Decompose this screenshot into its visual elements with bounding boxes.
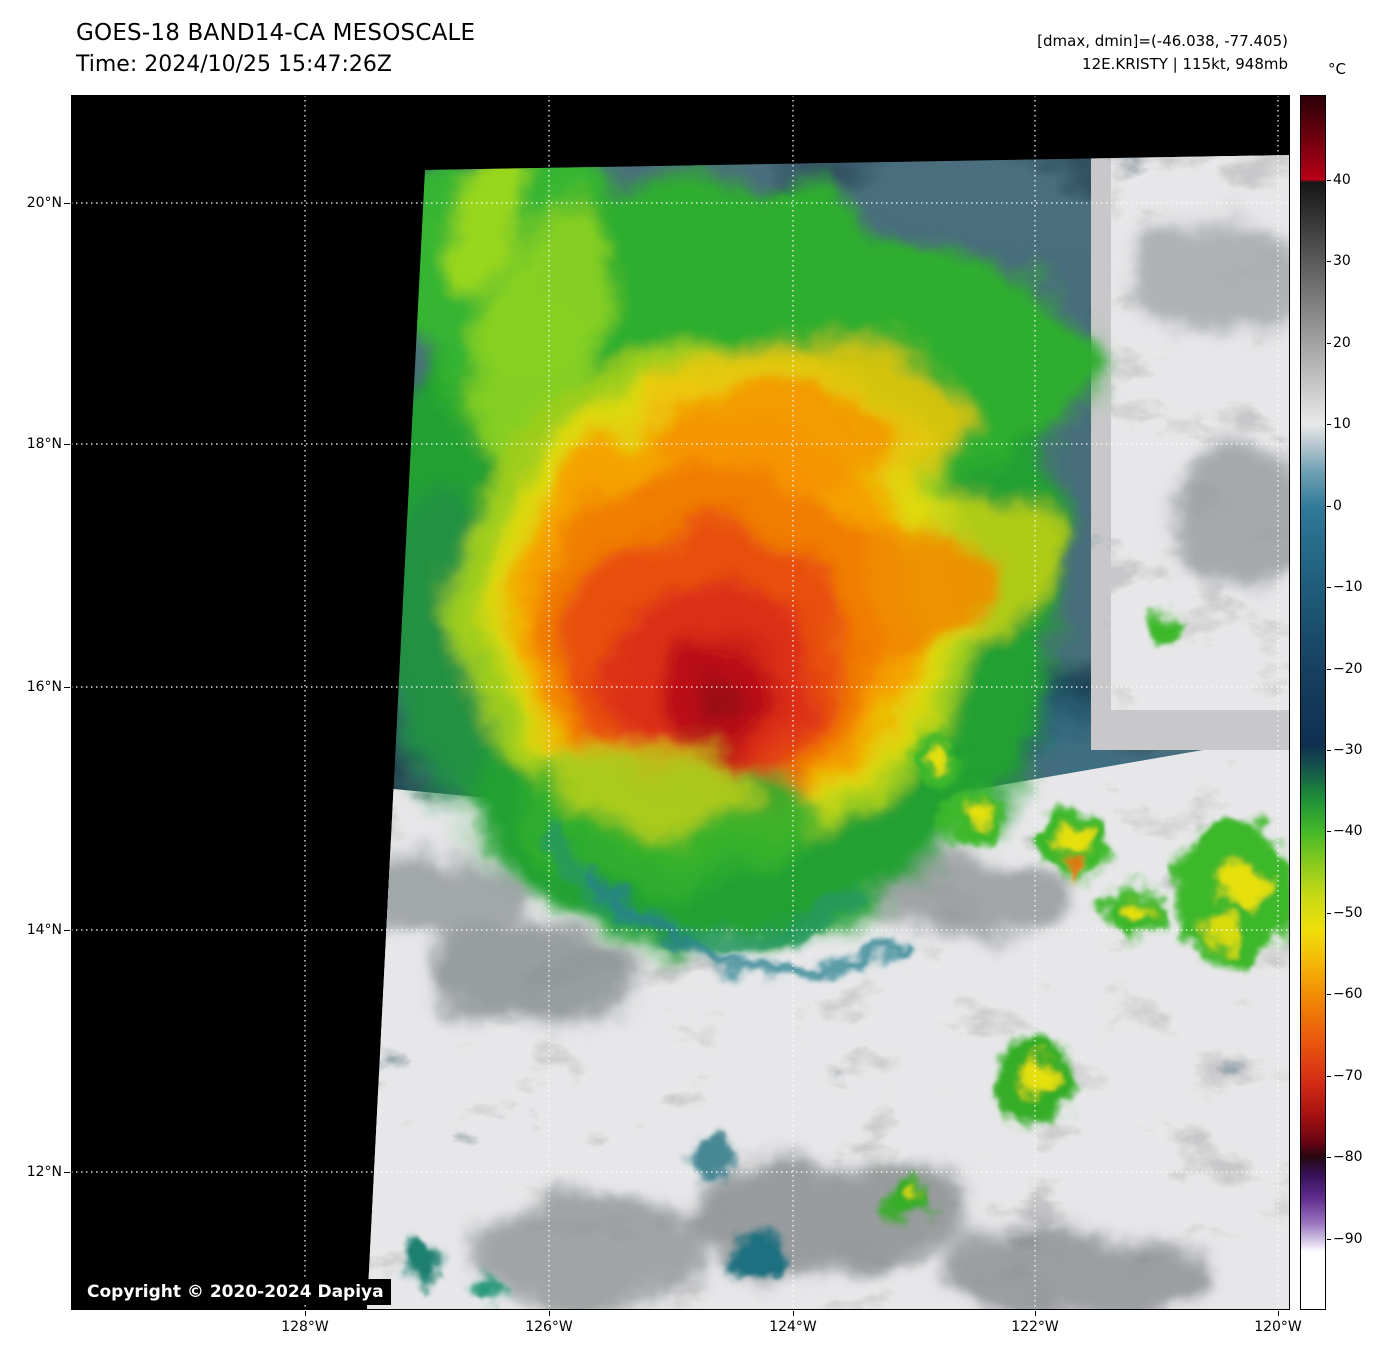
y-axis-label: 12°N bbox=[26, 1164, 62, 1180]
colorbar-tick-label: −30 bbox=[1333, 742, 1363, 758]
x-axis-label: 126°W bbox=[525, 1319, 573, 1335]
timestamp: Time: 2024/10/25 15:47:26Z bbox=[76, 52, 392, 77]
x-axis-label: 128°W bbox=[281, 1319, 329, 1335]
y-tick bbox=[64, 930, 70, 931]
header-info: [dmax, dmin]=(-46.038, -77.405) 12E.KRIS… bbox=[1037, 30, 1288, 76]
temperature-colorbar bbox=[1300, 95, 1326, 1310]
colorbar-tick bbox=[1327, 587, 1331, 588]
x-axis-label: 124°W bbox=[769, 1319, 817, 1335]
y-tick bbox=[64, 1172, 70, 1173]
x-axis-label: 122°W bbox=[1011, 1319, 1059, 1335]
x-tick bbox=[1278, 1311, 1279, 1316]
colorbar-tick bbox=[1327, 669, 1331, 670]
hurricane-kristy bbox=[367, 155, 1101, 950]
colorbar-tick-label: 10 bbox=[1333, 416, 1351, 432]
y-tick bbox=[64, 203, 70, 204]
convection-cells bbox=[403, 612, 1290, 1306]
y-axis-label: 16°N bbox=[26, 679, 62, 695]
copyright: Copyright © 2020-2024 Dapiya bbox=[80, 1279, 391, 1305]
colorbar-tick-label: 40 bbox=[1333, 172, 1351, 188]
colorbar-tick-label: −70 bbox=[1333, 1068, 1363, 1084]
dmax-dmin-info: [dmax, dmin]=(-46.038, -77.405) bbox=[1037, 32, 1288, 50]
satellite-map bbox=[71, 95, 1290, 1310]
colorbar-tick bbox=[1327, 261, 1331, 262]
colorbar-tick-label: −10 bbox=[1333, 579, 1363, 595]
colorbar-tick bbox=[1327, 506, 1331, 507]
satellite-image bbox=[71, 95, 1290, 1310]
x-axis-label: 120°W bbox=[1254, 1319, 1302, 1335]
y-tick bbox=[64, 444, 70, 445]
colorbar-tick-label: 30 bbox=[1333, 253, 1351, 269]
colorbar-tick-label: −20 bbox=[1333, 661, 1363, 677]
y-axis-label: 14°N bbox=[26, 922, 62, 938]
colorbar-tick bbox=[1327, 343, 1331, 344]
page-title: GOES-18 BAND14-CA MESOSCALE bbox=[76, 20, 476, 46]
data-swath bbox=[367, 155, 1290, 1310]
colorbar-tick bbox=[1327, 180, 1331, 181]
y-axis-label: 20°N bbox=[26, 195, 62, 211]
x-tick bbox=[793, 1311, 794, 1316]
colorbar-tick bbox=[1327, 831, 1331, 832]
colorbar-tick-label: −90 bbox=[1333, 1231, 1363, 1247]
colorbar-tick-label: −40 bbox=[1333, 823, 1363, 839]
colorbar-tick bbox=[1327, 750, 1331, 751]
colorbar-tick bbox=[1327, 994, 1331, 995]
colorbar-unit-label: °C bbox=[1328, 60, 1346, 78]
colorbar-tick bbox=[1327, 424, 1331, 425]
colorbar-tick-label: −60 bbox=[1333, 986, 1363, 1002]
colorbar-tick-label: −50 bbox=[1333, 905, 1363, 921]
colorbar-tick bbox=[1327, 1157, 1331, 1158]
x-tick bbox=[549, 1311, 550, 1316]
colorbar-tick bbox=[1327, 913, 1331, 914]
colorbar-tick bbox=[1327, 1076, 1331, 1077]
graticule bbox=[71, 95, 1290, 1310]
storm-info: 12E.KRISTY | 115kt, 948mb bbox=[1082, 55, 1288, 73]
x-tick bbox=[1035, 1311, 1036, 1316]
y-axis-label: 18°N bbox=[26, 436, 62, 452]
colorbar-tick-label: 0 bbox=[1333, 498, 1342, 514]
plot-frame bbox=[71, 95, 1290, 1310]
colorbar-tick bbox=[1327, 1239, 1331, 1240]
spiral-band bbox=[539, 828, 913, 979]
colorbar-tick-label: −80 bbox=[1333, 1149, 1363, 1165]
x-tick bbox=[305, 1311, 306, 1316]
colorbar-tick-label: 20 bbox=[1333, 335, 1351, 351]
y-tick bbox=[64, 687, 70, 688]
